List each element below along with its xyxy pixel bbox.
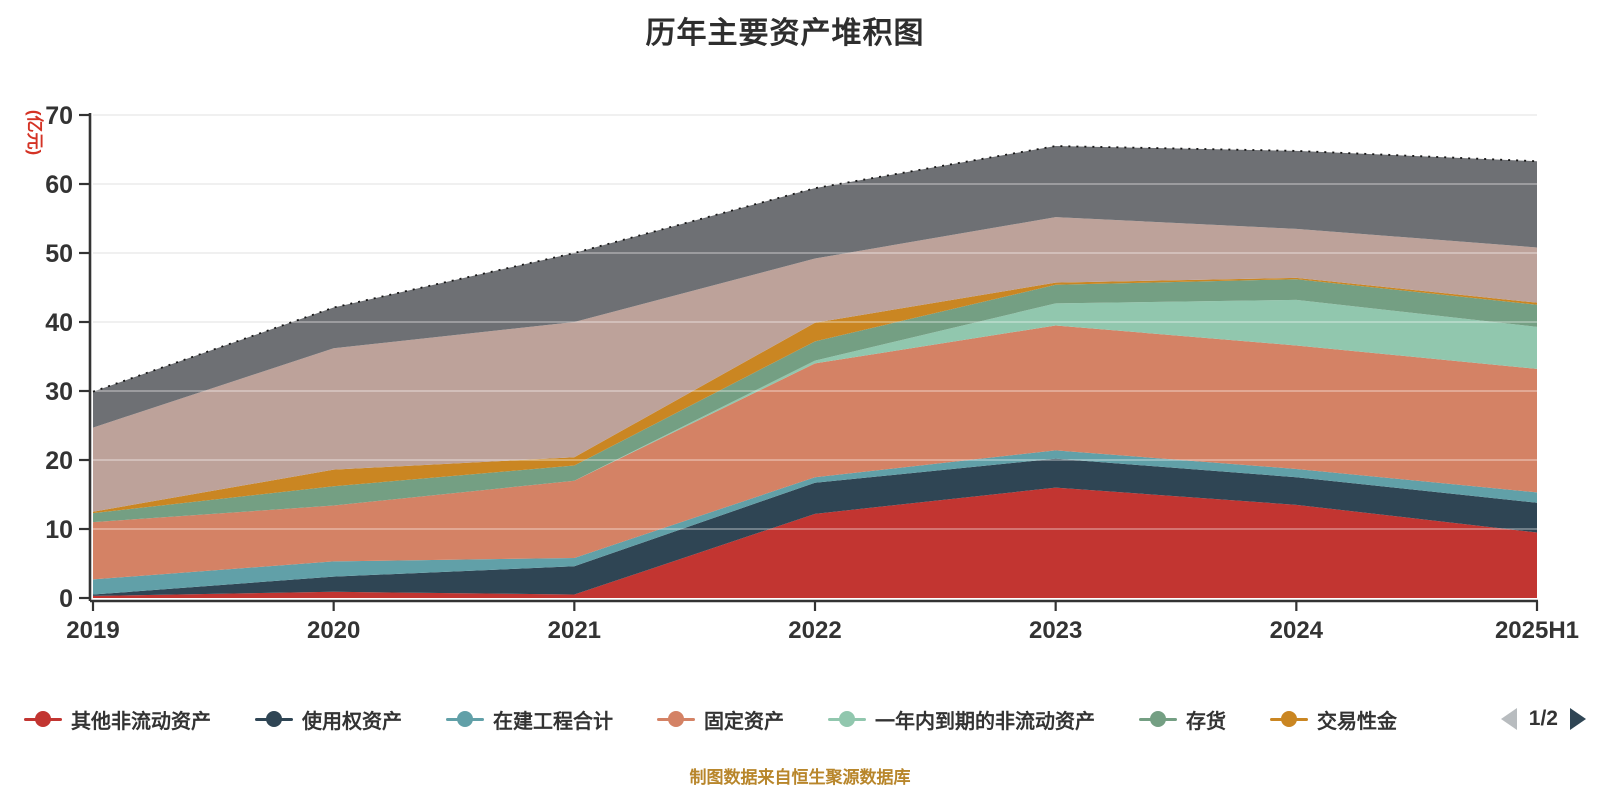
x-tick-label: 2025H1 [1495,617,1579,644]
y-tick-label: 20 [45,447,73,475]
legend-marker-icon [24,711,62,727]
y-tick-label: 70 [45,102,73,130]
x-tick-label: 2019 [66,617,119,644]
area-series-8 [93,146,1537,428]
legend-item-6[interactable]: 交易性金 [1270,705,1397,734]
area-series-0 [93,487,1537,598]
x-tick-label: 2023 [1029,617,1082,644]
legend-page-indicator: 1/2 [1528,707,1558,730]
legend-item-2[interactable]: 在建工程合计 [446,705,613,734]
y-tick-label: 30 [45,378,73,406]
legend-marker-icon [657,711,695,727]
legend-label: 在建工程合计 [493,710,613,733]
legend-next-page-icon[interactable] [1570,708,1586,730]
legend-marker-icon [1139,711,1177,727]
y-tick-label: 60 [45,171,73,199]
x-tick-label: 2020 [307,617,360,644]
area-series-4 [93,299,1537,523]
legend-marker-icon [828,711,866,727]
legend-item-0[interactable]: 其他非流动资产 [24,705,211,734]
area-series-6 [93,277,1537,514]
data-source-note: 制图数据来自恒生聚源数据库 [689,768,911,787]
legend: 其他非流动资产 使用权资产 在建工程合计 固定资产 一年内到期的非流动资产 存货 交易性金 … [24,698,1586,740]
x-tick-label: 2021 [548,617,601,644]
legend-marker-icon [446,711,484,727]
area-series-3 [93,325,1537,580]
y-tick-label: 40 [45,309,73,337]
legend-pagination: 1/2 [1500,707,1586,731]
legend-label: 一年内到期的非流动资产 [875,710,1095,733]
area-series-1 [93,458,1537,596]
legend-prev-page-icon[interactable] [1500,708,1517,730]
legend-item-3[interactable]: 固定资产 [657,705,784,734]
y-tick-label: 10 [45,516,73,544]
legend-item-4[interactable]: 一年内到期的非流动资产 [828,705,1095,734]
y-tick-label: 50 [45,240,73,268]
legend-items: 其他非流动资产 使用权资产 在建工程合计 固定资产 一年内到期的非流动资产 存货 交易性金 [24,705,1441,734]
x-tick-label: 2024 [1270,617,1324,644]
legend-label: 固定资产 [704,710,784,733]
legend-label: 使用权资产 [302,710,402,733]
x-tick-label: 2022 [788,617,841,644]
legend-label: 其他非流动资产 [71,710,211,733]
legend-item-1[interactable]: 使用权资产 [255,705,402,734]
legend-marker-icon [255,711,293,727]
page-title: 历年主要资产堆积图 [645,17,925,50]
area-series-7 [93,217,1537,512]
y-tick-label: 0 [59,585,73,613]
legend-label: 交易性金 [1317,710,1397,733]
area-series-2 [93,450,1537,595]
stacked-area-chart-canvas[interactable]: 0 10 20 30 40 50 60 70 2019 2020 2021 2022 2023 2024 2… [0,0,1600,660]
legend-marker-icon [1270,711,1308,727]
legend-item-5[interactable]: 存货 [1139,705,1226,734]
legend-label: 存货 [1186,710,1226,733]
area-series-5 [93,279,1537,523]
